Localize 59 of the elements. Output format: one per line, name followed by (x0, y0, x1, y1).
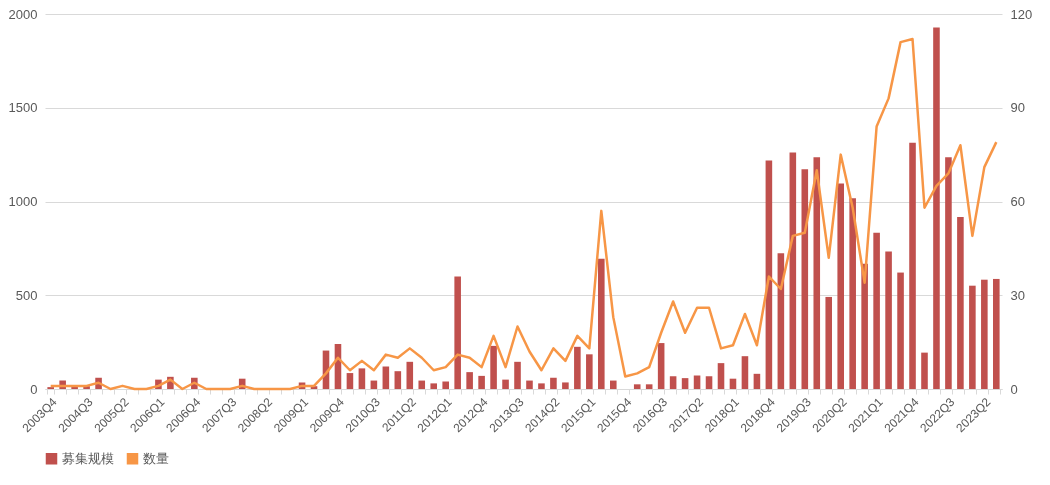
bar (957, 217, 964, 389)
bar (993, 278, 1000, 389)
bar (825, 296, 833, 389)
legend-label: 募集规模 (62, 450, 114, 466)
bar (813, 157, 821, 389)
bar (969, 285, 976, 389)
bar (741, 356, 749, 389)
bar (394, 371, 402, 389)
bar (430, 383, 438, 389)
bar (598, 258, 605, 389)
y2-tick-label: 120 (1010, 6, 1033, 22)
bar (466, 372, 473, 389)
bar (753, 373, 761, 389)
bar (609, 380, 617, 389)
bar (657, 343, 665, 389)
y-tick-label: 1000 (8, 194, 38, 209)
bar (837, 183, 844, 389)
y2-tick-label: 90 (1010, 100, 1025, 116)
bar (478, 375, 485, 389)
line-series (49, 37, 998, 391)
bar (849, 198, 856, 389)
y-tick-label: 1500 (8, 100, 38, 116)
bar (442, 381, 449, 389)
bar (885, 251, 892, 389)
bar (897, 272, 904, 389)
bar (921, 352, 928, 389)
bar (358, 368, 366, 389)
bar (514, 361, 521, 389)
bar (669, 376, 677, 389)
bar (717, 363, 725, 389)
bar (873, 232, 880, 389)
bar (346, 373, 354, 389)
bar (418, 380, 426, 389)
bar (406, 361, 414, 389)
y-tick-label: 0 (30, 381, 38, 397)
bar (562, 382, 569, 389)
y-tick-label: 500 (15, 287, 38, 303)
y2-tick-label: 30 (1010, 287, 1025, 303)
y2-tick-label: 60 (1010, 194, 1025, 209)
bar (526, 380, 533, 389)
bar (574, 346, 581, 389)
bar (933, 27, 940, 389)
bar (586, 354, 593, 389)
bar (645, 384, 653, 389)
bar (945, 157, 952, 389)
bar (538, 383, 545, 389)
legend-label: 数量 (143, 450, 169, 466)
bar (454, 276, 461, 389)
y2-tick-label: 0 (1010, 381, 1018, 397)
bar (633, 384, 641, 389)
bar (909, 142, 916, 389)
bar (981, 279, 988, 389)
bar (490, 345, 497, 389)
bar (705, 376, 713, 389)
bar (550, 377, 557, 389)
bar (502, 379, 509, 389)
bar (861, 263, 868, 389)
bar (681, 378, 689, 389)
y-tick-label: 2000 (8, 6, 38, 22)
